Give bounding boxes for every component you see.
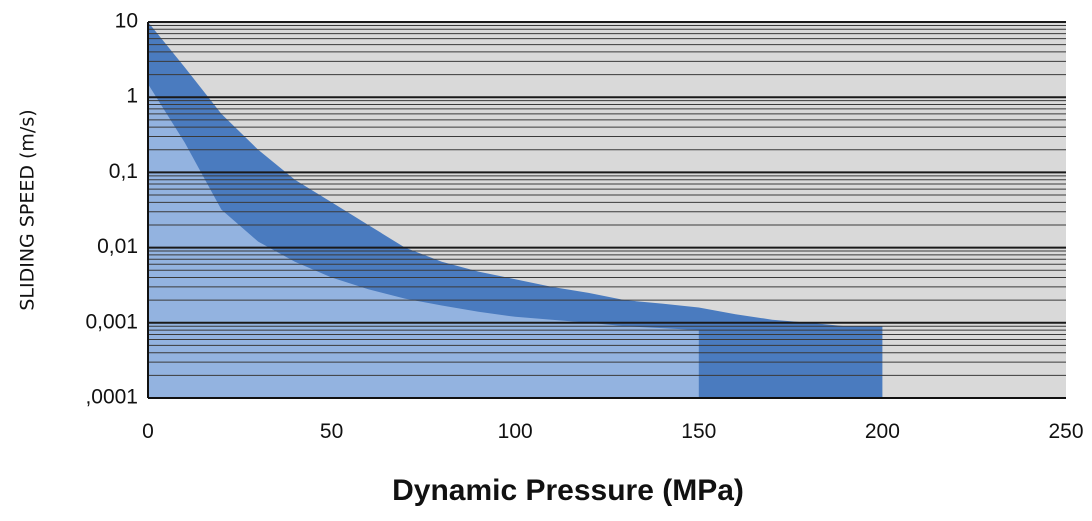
grid [148,21,1066,399]
y-tick-label: 10 [115,10,138,33]
y-tick-label: 0,001 [85,310,138,333]
x-axis-label: Dynamic Pressure (MPa) [392,474,744,507]
x-tick-labels: 0 50 100 150 200 250 [142,420,1083,443]
y-tick-labels: ,0001 0,001 0,01 0,1 1 10 [85,10,138,409]
y-tick-label: 0,01 [97,235,138,258]
x-tick-label: 150 [681,420,716,443]
x-tick-label: 100 [498,420,533,443]
y-axis-label: SLIDING SPEED (m/s) [17,109,39,310]
x-tick-label: 0 [142,420,154,443]
y-tick-label: 0,1 [109,160,138,183]
areas [148,22,883,398]
x-tick-label: 50 [320,420,343,443]
y-tick-label: ,0001 [85,386,138,409]
y-tick-label: 1 [126,85,138,108]
x-tick-label: 250 [1048,420,1083,443]
x-tick-label: 200 [865,420,900,443]
area-series-2 [148,84,699,398]
